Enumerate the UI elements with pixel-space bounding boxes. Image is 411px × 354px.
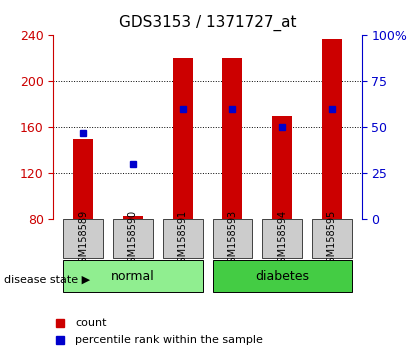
Bar (73, 139, 93, 219)
Bar (123, 216, 143, 219)
Text: normal: normal (111, 270, 155, 282)
Text: disease state ▶: disease state ▶ (4, 275, 90, 285)
FancyBboxPatch shape (212, 260, 352, 292)
FancyBboxPatch shape (312, 219, 352, 258)
Text: percentile rank within the sample: percentile rank within the sample (75, 335, 263, 345)
Text: count: count (75, 318, 106, 328)
Text: GSM158590: GSM158590 (128, 209, 138, 269)
FancyBboxPatch shape (63, 260, 203, 292)
Bar (222, 58, 242, 219)
Text: diabetes: diabetes (255, 270, 309, 282)
FancyBboxPatch shape (262, 219, 302, 258)
Bar (173, 58, 193, 219)
Title: GDS3153 / 1371727_at: GDS3153 / 1371727_at (119, 15, 296, 31)
Bar (322, 39, 342, 219)
FancyBboxPatch shape (212, 219, 252, 258)
FancyBboxPatch shape (63, 219, 103, 258)
Bar (272, 116, 292, 219)
FancyBboxPatch shape (113, 219, 153, 258)
Text: GSM158589: GSM158589 (78, 209, 88, 269)
Text: GSM158595: GSM158595 (327, 209, 337, 269)
Text: GSM158593: GSM158593 (227, 209, 238, 269)
Text: GSM158591: GSM158591 (178, 209, 188, 269)
FancyBboxPatch shape (163, 219, 203, 258)
Text: GSM158594: GSM158594 (277, 209, 287, 269)
